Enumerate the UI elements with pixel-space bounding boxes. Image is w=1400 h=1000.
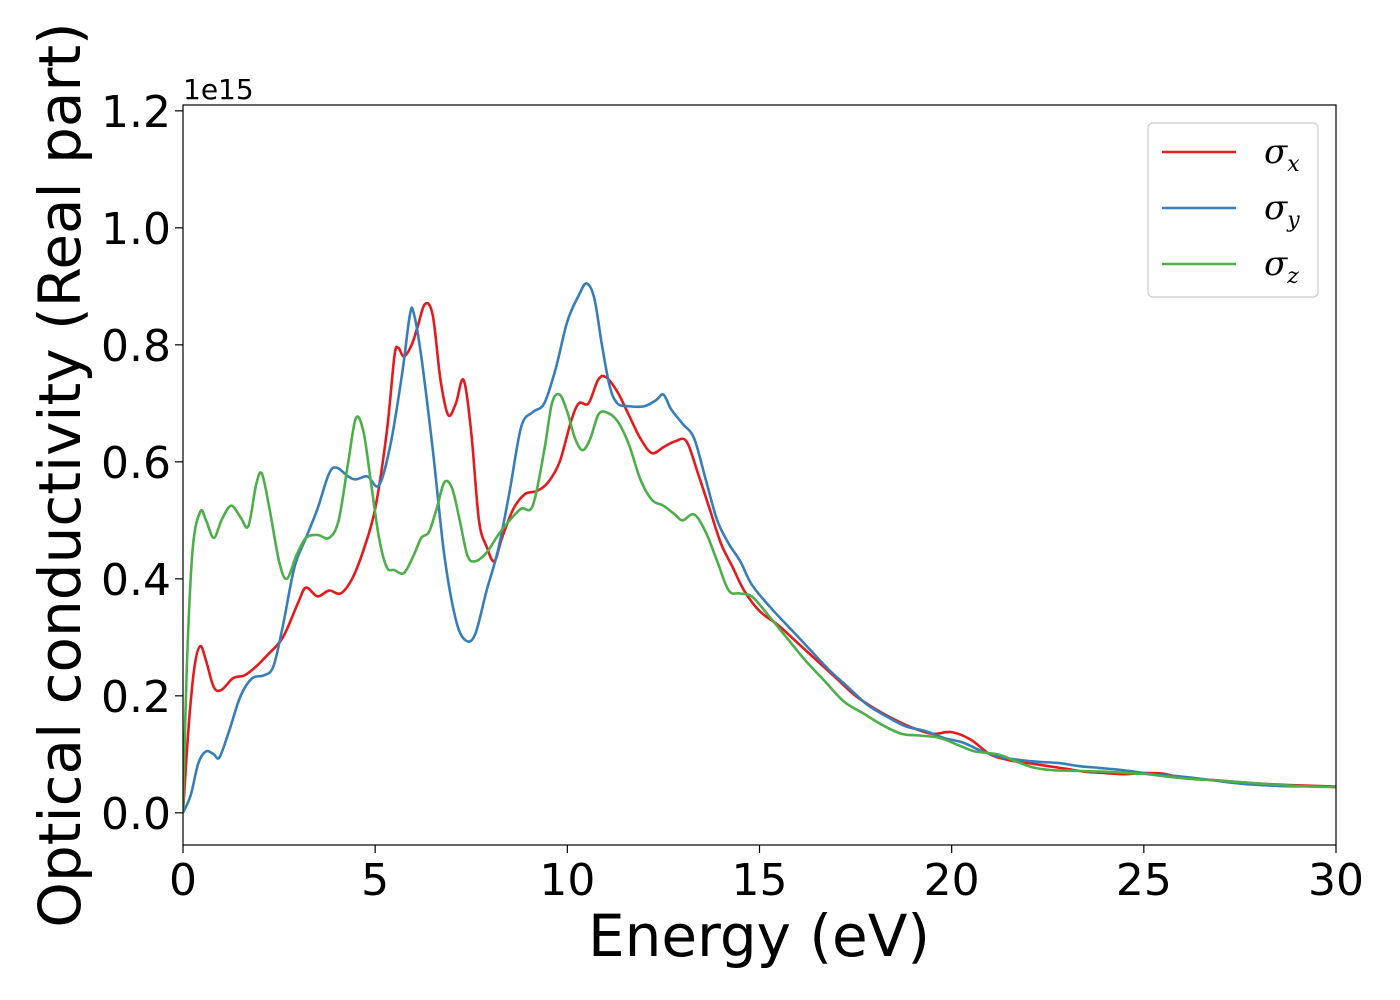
x-tick-label: 20: [924, 855, 980, 906]
x-axis-ticks: 0 5 10 15 20 25 30: [169, 845, 1364, 906]
y-tick-label: 1.0: [101, 204, 171, 255]
series-line-sigma-x: [183, 301, 1336, 813]
x-tick-label: 25: [1116, 855, 1172, 906]
y-tick-label: 0.4: [101, 555, 171, 606]
series-layer: [183, 282, 1336, 814]
legend-label-sigma-x: σx: [1264, 132, 1300, 177]
x-tick-label: 5: [361, 855, 389, 906]
y-axis-ticks: 0.0 0.2 0.4 0.6 0.8 1.0 1.2: [101, 87, 183, 840]
x-tick-label: 15: [732, 855, 788, 906]
y-tick-label: 0.6: [101, 438, 171, 489]
y-axis-title: Optical conductivity (Real part): [26, 22, 94, 927]
legend-frame: [1147, 122, 1319, 298]
x-tick-label: 0: [169, 855, 197, 906]
series-line-sigma-z: [183, 392, 1336, 813]
x-axis-title: Energy (eV): [588, 902, 930, 970]
series-line-sigma-y: [183, 282, 1336, 814]
x-tick-label: 10: [539, 855, 595, 906]
y-tick-label: 0.2: [101, 672, 171, 723]
y-tick-label: 0.8: [101, 321, 171, 372]
legend: σx σy σz: [1147, 122, 1319, 298]
y-tick-label: 0.0: [101, 789, 171, 840]
y-tick-label: 1.2: [101, 87, 171, 138]
legend-label-sigma-z: σz: [1264, 244, 1299, 289]
y-offset-label: 1e15: [183, 73, 254, 106]
x-tick-label: 30: [1308, 855, 1364, 906]
legend-label-sigma-y: σy: [1264, 188, 1300, 233]
